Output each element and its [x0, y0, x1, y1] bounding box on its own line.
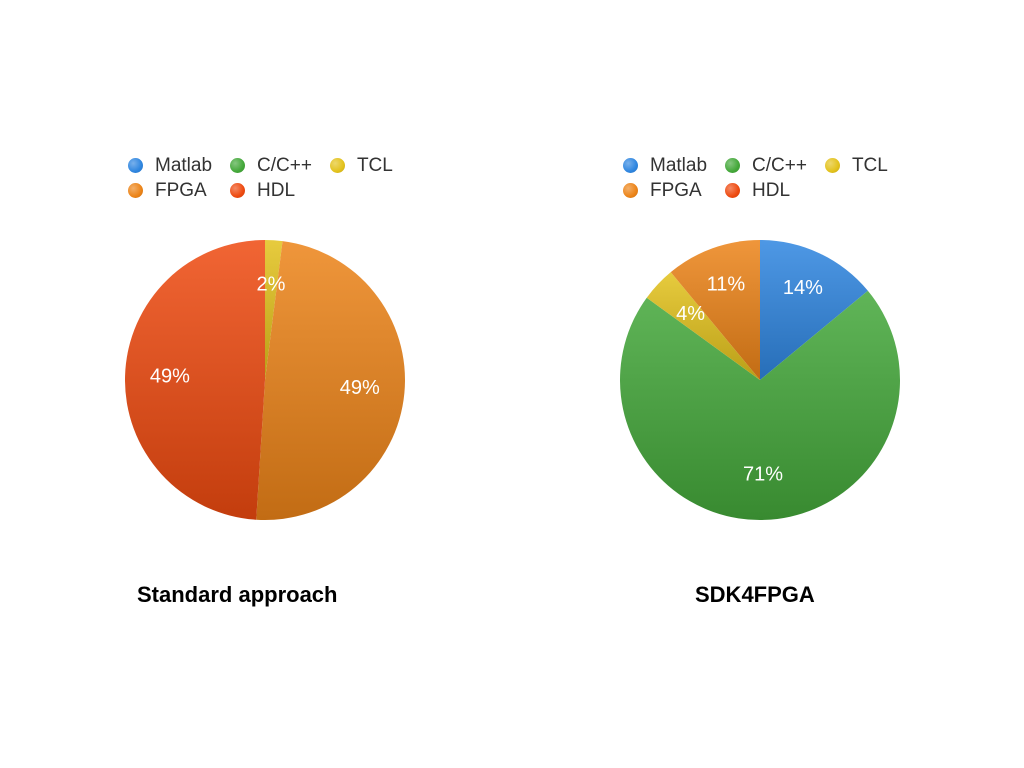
legend-item-fpga: FPGA	[623, 179, 707, 202]
pie-chart: 2% 49% 49%	[124, 240, 406, 520]
pie-slice-tcl	[265, 240, 283, 380]
legend-label-c-cpp: C/C++	[752, 154, 807, 176]
legend-item-hdl: HDL	[725, 179, 807, 202]
slice-label-fpga: 49%	[340, 377, 380, 399]
legend-label-matlab: Matlab	[650, 154, 708, 176]
slice-label-tcl: 4%	[676, 303, 705, 325]
legend-swatch-matlab	[623, 158, 638, 173]
pie-slice-tcl	[646, 272, 760, 380]
legend-swatch-c-cpp	[725, 158, 741, 173]
legend: Matlab C/C++ TCL FPGA HDL	[623, 154, 888, 202]
legend-swatch-hdl	[230, 183, 246, 198]
legend-swatch-matlab	[128, 158, 143, 173]
legend-label-c-cpp: C/C++	[257, 154, 312, 176]
legend-label-fpga: FPGA	[650, 179, 702, 201]
pie-slice-c-cpp	[620, 290, 900, 520]
slice-label-c-cpp: 71%	[743, 463, 783, 485]
pie-slice-matlab	[760, 240, 868, 380]
legend-swatch-fpga	[128, 183, 143, 198]
legend-item-c-cpp: C/C++	[725, 154, 807, 177]
legend-item-matlab: Matlab	[623, 154, 707, 177]
legend-swatch-c-cpp	[230, 158, 246, 173]
legend-label-matlab: Matlab	[155, 154, 213, 176]
slice-label-tcl: 2%	[257, 273, 286, 295]
legend-label-tcl: TCL	[851, 154, 888, 176]
legend-swatch-fpga	[623, 183, 638, 198]
legend-item-tcl: TCL	[824, 154, 888, 177]
pie-slice-hdl	[124, 240, 265, 520]
legend-swatch-tcl	[329, 158, 345, 173]
chart-title: SDK4FPGA	[695, 582, 815, 607]
chart-title: Standard approach	[137, 582, 338, 607]
legend-label-fpga: FPGA	[155, 179, 207, 201]
pie-chart: 14% 71% 4%11%	[620, 240, 900, 520]
legend: Matlab C/C++ TCL FPGA HDL	[128, 154, 393, 202]
slice-label-matlab: 14%	[783, 277, 823, 299]
legend-item-tcl: TCL	[329, 154, 393, 177]
pie-slice-fpga	[256, 241, 406, 520]
legend-label-hdl: HDL	[752, 179, 791, 201]
legend-item-hdl: HDL	[230, 179, 312, 202]
legend-item-c-cpp: C/C++	[230, 154, 312, 177]
legend-label-hdl: HDL	[257, 179, 296, 201]
legend-label-tcl: TCL	[356, 154, 393, 176]
legend-swatch-hdl	[725, 183, 741, 198]
chart-sdk4fpga: Matlab C/C++ TCL FPGA HDL 14% 71% 4% 11% SD…	[512, 0, 992, 768]
legend-swatch-tcl	[824, 158, 840, 173]
pie-slice-fpga	[670, 240, 760, 380]
legend-item-matlab: Matlab	[128, 154, 212, 177]
legend-item-fpga: FPGA	[128, 179, 212, 202]
slice-label-fpga: 11%	[707, 273, 746, 295]
chart-standard-approach: Matlab C/C++ TCL FPGA HDL 2% 49% 49% Stand…	[0, 0, 480, 768]
slice-label-hdl: 49%	[150, 365, 190, 387]
